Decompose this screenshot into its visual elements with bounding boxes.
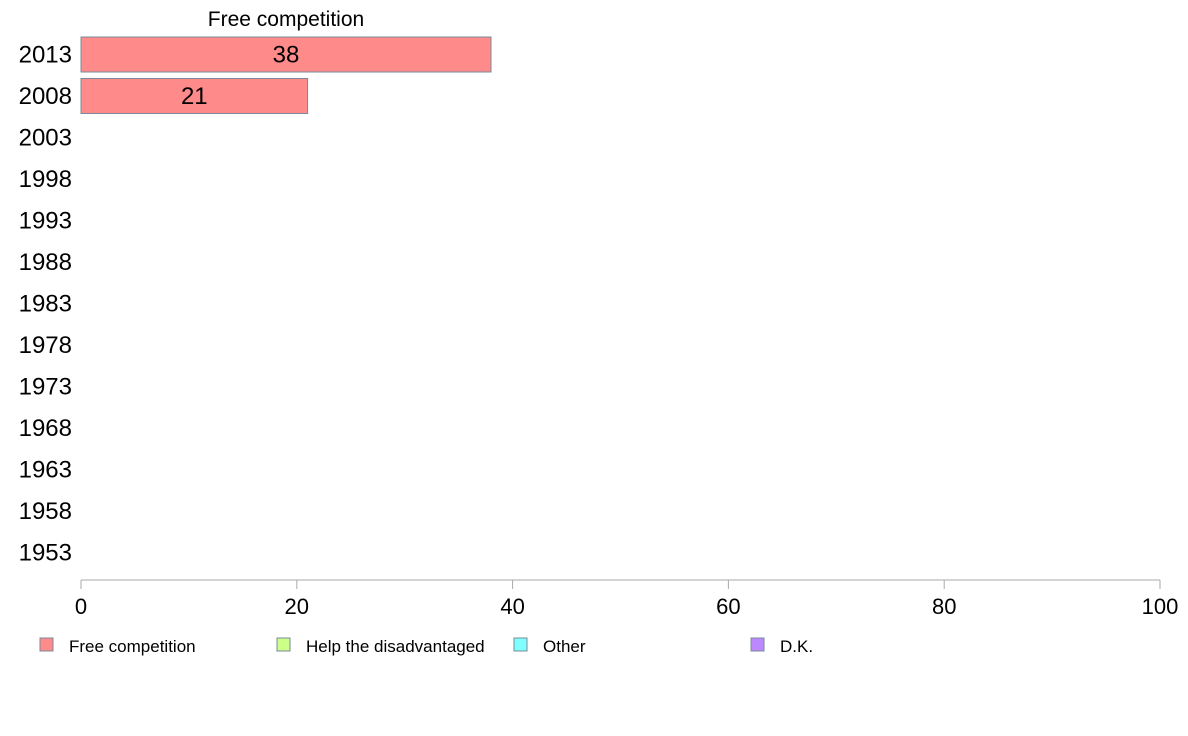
chart-title: Free competition <box>208 8 364 31</box>
y-tick-label: 2013 <box>19 42 72 69</box>
x-tick-label: 20 <box>285 594 309 619</box>
y-tick-label: 2003 <box>19 125 72 152</box>
y-tick-label: 1958 <box>19 498 72 525</box>
bars: 38 21 <box>80 36 492 114</box>
y-tick-label: 1978 <box>19 332 72 359</box>
x-tick-label: 80 <box>932 594 956 619</box>
x-tick-label: 0 <box>75 594 87 619</box>
y-tick-label: 1983 <box>19 291 72 318</box>
legend: Free competition Help the disadvantaged Ot… <box>39 637 813 656</box>
y-tick-label: 1993 <box>19 208 72 235</box>
bar <box>80 36 492 73</box>
y-tick-label: 1953 <box>19 540 72 567</box>
legend-label: Other <box>543 637 586 656</box>
legend-swatch <box>276 637 291 652</box>
y-tick-label: 1998 <box>19 166 72 193</box>
x-tick-label: 60 <box>716 594 740 619</box>
legend-label: Help the disadvantaged <box>306 637 485 656</box>
x-tick-label: 40 <box>500 594 524 619</box>
bar-value-label: 21 <box>181 83 208 110</box>
y-tick-label: 2008 <box>19 83 72 110</box>
legend-swatch <box>39 637 54 652</box>
y-tick-label: 1973 <box>19 374 72 401</box>
legend-swatch <box>513 637 528 652</box>
y-tick-label: 1963 <box>19 457 72 484</box>
y-tick-label: 1968 <box>19 415 72 442</box>
x-tick-label: 100 <box>1142 594 1179 619</box>
legend-label: Free competition <box>69 637 196 656</box>
y-tick-label: 1988 <box>19 249 72 276</box>
legend-label: D.K. <box>780 637 813 656</box>
bar <box>80 78 309 114</box>
x-axis: 0 20 40 60 80 100 <box>75 579 1179 619</box>
y-axis-labels: 2013 2008 2003 1998 1993 1988 1983 1978 1973 1968… <box>19 42 72 567</box>
legend-swatch <box>750 637 765 652</box>
bar-value-label: 38 <box>273 42 300 69</box>
